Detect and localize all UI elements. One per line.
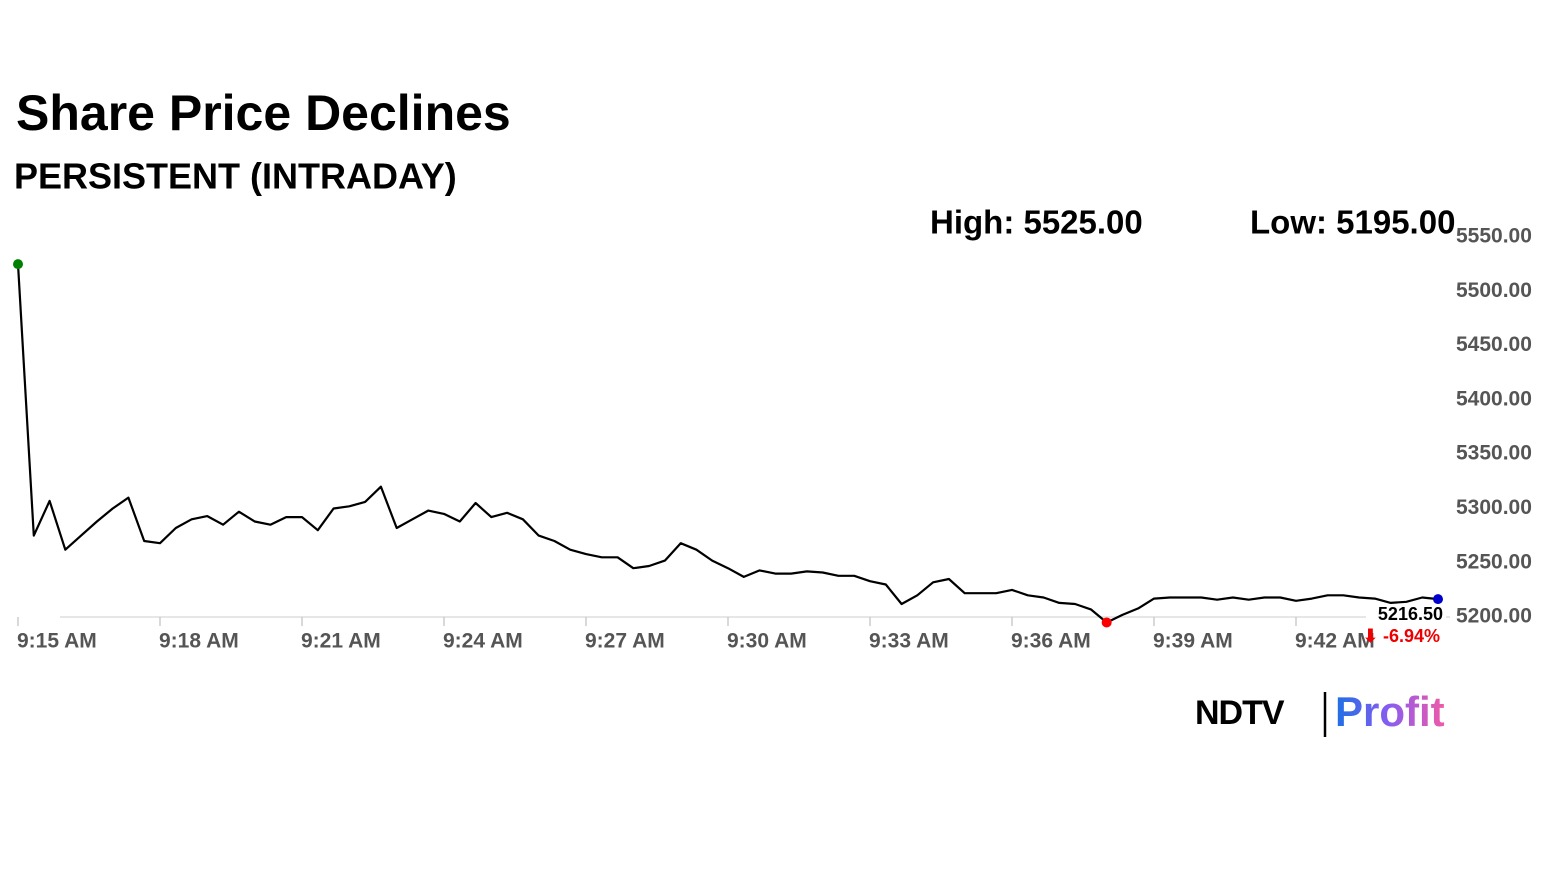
- x-tick-label: 9:30 AM: [727, 630, 807, 653]
- x-tick-label: 9:18 AM: [159, 630, 239, 653]
- high-label: High: 5525.00: [930, 204, 1143, 241]
- brand-left: NDTV: [1195, 694, 1285, 732]
- high-marker: [13, 259, 23, 270]
- price-line: [16, 264, 1439, 624]
- y-tick-label: 5550.00: [1456, 225, 1532, 248]
- low-label: Low: 5195.00: [1250, 204, 1455, 241]
- y-tick-label: 5200.00: [1456, 605, 1532, 628]
- chart-subtitle: PERSISTENT (INTRADAY): [14, 156, 457, 197]
- last-label: 5216.50: [1378, 604, 1443, 624]
- brand-right: Profit: [1335, 688, 1445, 735]
- x-tick-label: 9:15 AM: [17, 630, 97, 653]
- low-marker: [1101, 617, 1112, 628]
- y-tick-label: 5500.00: [1456, 279, 1532, 302]
- x-tick-label: 9:36 AM: [1011, 630, 1091, 653]
- x-tick-label: 9:27 AM: [585, 630, 665, 653]
- last-marker: [1433, 594, 1443, 605]
- x-tick-label: 9:39 AM: [1153, 630, 1233, 653]
- x-tick-label: 9:24 AM: [443, 630, 523, 653]
- plot: 5200.00 5250.00 5300.00 5350.00 5400.00 5450.…: [13, 225, 1532, 653]
- y-tick-label: 5250.00: [1456, 550, 1532, 573]
- x-tick-label: 9:42 AM: [1295, 630, 1375, 653]
- last-label-bg: [1366, 604, 1446, 626]
- y-tick-label: 5400.00: [1456, 387, 1532, 410]
- y-tick-label: 5300.00: [1456, 496, 1532, 519]
- chart-title: Share Price Declines: [16, 85, 511, 141]
- y-tick-label: 5350.00: [1456, 442, 1532, 465]
- x-tick-label: 9:21 AM: [301, 630, 381, 653]
- y-tick-label: 5450.00: [1456, 333, 1532, 356]
- x-tick-label: 9:33 AM: [869, 630, 949, 653]
- change-label: ⬇ -6.94%: [1363, 626, 1440, 646]
